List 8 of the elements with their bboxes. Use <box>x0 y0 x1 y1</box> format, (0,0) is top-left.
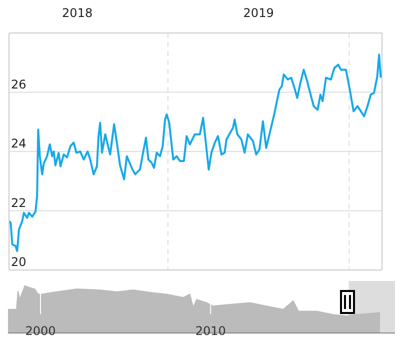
y-tick-label: 20 <box>11 255 26 269</box>
x-tick-label: 2010 <box>195 324 226 338</box>
x-tick-label: 2000 <box>25 324 56 338</box>
x-tick-label: 2018 <box>62 6 93 20</box>
y-tick-label: 26 <box>11 77 26 92</box>
y-tick-label: 22 <box>11 196 26 210</box>
x-tick-label: 2019 <box>243 6 274 20</box>
y-tick-label: 24 <box>11 136 26 150</box>
